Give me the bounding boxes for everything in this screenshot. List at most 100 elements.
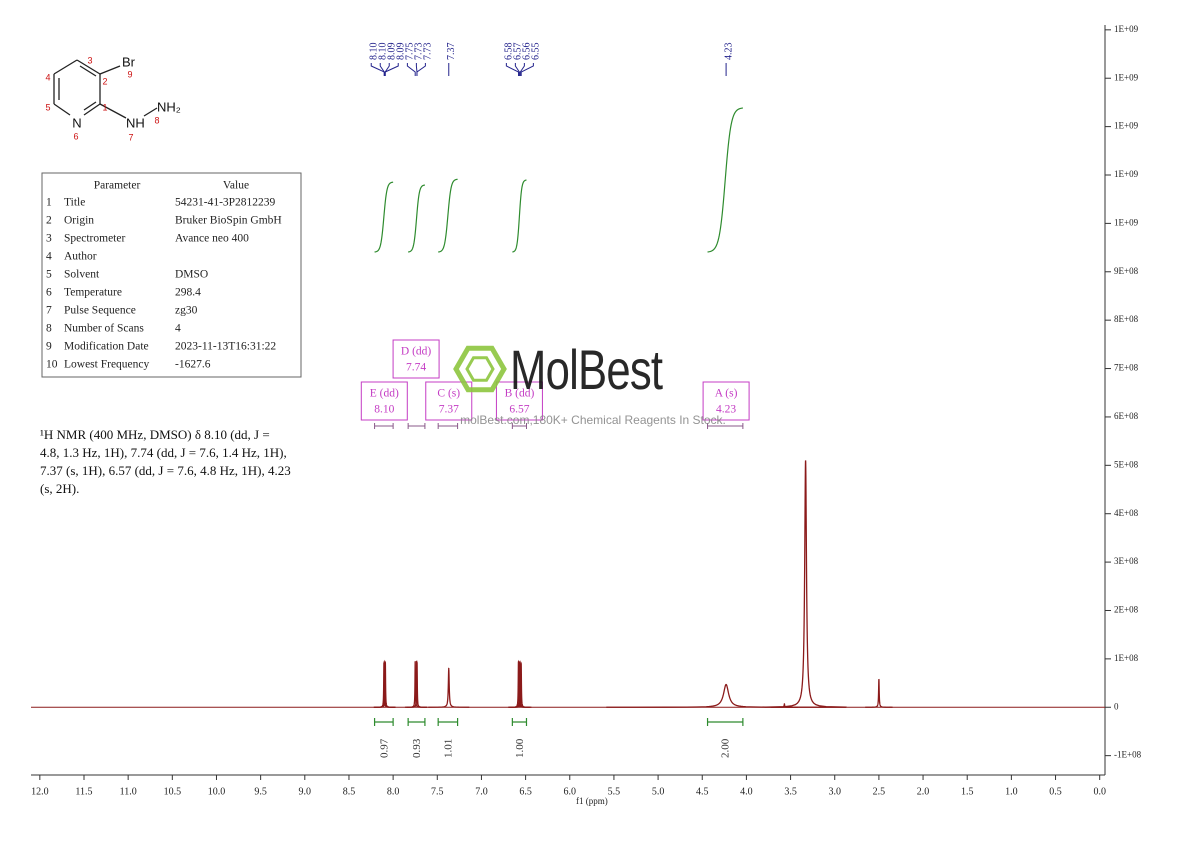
x-tick-label: 10.0 xyxy=(208,786,226,797)
x-tick-label: 9.5 xyxy=(254,786,267,797)
bond xyxy=(99,103,127,119)
table-cell: Solvent xyxy=(64,269,100,281)
multiplet-shift: 6.57 xyxy=(509,404,529,416)
peak-label-line xyxy=(379,63,385,76)
peak xyxy=(406,662,428,708)
parameter-table xyxy=(41,172,302,378)
table-cell: Bruker BioSpin GmbH xyxy=(175,215,282,227)
multiplet-shift: 8.10 xyxy=(374,404,394,416)
multiplet-label: B (dd) xyxy=(505,388,535,400)
table-cell: 5 xyxy=(46,269,52,281)
y-tick-label: 3E+08 xyxy=(1114,556,1139,566)
multiplet-box xyxy=(702,381,750,421)
peak xyxy=(428,667,470,708)
watermark-tagline: molBest.com,180K+ Chemical Reagents In S… xyxy=(460,413,726,427)
integral-curve xyxy=(707,107,743,253)
locant: 6 xyxy=(73,131,78,141)
peak-label-line xyxy=(416,63,426,76)
peak-label: 8.09 xyxy=(387,43,398,61)
table-cell: 4 xyxy=(175,323,181,335)
integral-value: 2.00 xyxy=(720,738,732,758)
x-tick-label: 1.0 xyxy=(1005,786,1018,797)
integral-value: 1.00 xyxy=(514,738,526,758)
peak-label-line xyxy=(520,63,534,76)
watermark-brand: MolBest xyxy=(510,339,663,401)
x-tick-label: 5.5 xyxy=(608,786,621,797)
x-tick-label: 10.5 xyxy=(164,786,182,797)
integral-bracket xyxy=(373,718,394,726)
table-cell: 298.4 xyxy=(175,287,201,299)
multiplet-box xyxy=(425,381,473,421)
peak xyxy=(606,683,846,708)
watermark: MolBest molBest.com,180K+ Chemical Reagen… xyxy=(453,339,726,427)
table-header: Value xyxy=(223,180,249,192)
bond xyxy=(79,65,97,77)
bond xyxy=(76,59,101,75)
peak-label-line xyxy=(384,63,399,76)
table-cell: 6 xyxy=(46,287,52,299)
peak xyxy=(865,678,893,708)
y-tick-label: 0 xyxy=(1114,701,1119,711)
peak-label: 6.55 xyxy=(531,43,542,61)
description: ¹H NMR (400 MHz, DMSO) δ 8.10 (dd, J = 4… xyxy=(40,427,291,496)
table-header: Parameter xyxy=(94,180,141,192)
x-tick-label: 2.0 xyxy=(917,786,930,797)
multiplet-label: C (s) xyxy=(437,388,460,400)
table-cell: 10 xyxy=(46,359,58,371)
y-tick-label: 4E+08 xyxy=(1114,508,1139,518)
x-tick-label: 6.0 xyxy=(564,786,577,797)
table-cell: Lowest Frequency xyxy=(64,359,150,371)
table-cell: zg30 xyxy=(175,305,198,317)
table-cell: -1627.6 xyxy=(175,359,211,371)
multiplet-shift: 4.23 xyxy=(716,404,736,416)
integral-curve xyxy=(374,181,394,253)
bond xyxy=(83,101,97,111)
bond xyxy=(53,103,71,116)
x-tick-label: 3.5 xyxy=(784,786,797,797)
table-cell: 9 xyxy=(46,341,52,353)
locant: 8 xyxy=(154,115,159,125)
peak-label: 7.37 xyxy=(446,43,457,61)
peak-label: 7.75 xyxy=(405,43,416,61)
multiplet-label: D (dd) xyxy=(401,346,432,358)
locant: 1 xyxy=(102,102,107,112)
peak xyxy=(510,661,532,708)
table-cell: Pulse Sequence xyxy=(64,305,136,317)
multiplet-range xyxy=(707,423,744,429)
atom-label: Br xyxy=(122,54,136,69)
y-tick-label: 1E+09 xyxy=(1114,169,1139,179)
bond xyxy=(143,107,158,117)
table-cell: Avance neo 400 xyxy=(175,233,249,245)
integral-curve xyxy=(512,179,527,253)
integral-value: 0.97 xyxy=(378,738,390,758)
x-tick-label: 9.0 xyxy=(299,786,312,797)
x-tick-label: 12.0 xyxy=(31,786,49,797)
table-cell: 8 xyxy=(46,323,52,335)
locant: 7 xyxy=(128,132,133,142)
table-cell: Origin xyxy=(64,215,94,227)
peak-label-line xyxy=(384,63,390,76)
peak-label-line xyxy=(519,63,525,76)
locant: 2 xyxy=(102,76,107,86)
table-cell: 1 xyxy=(46,197,52,209)
table-cell: 2 xyxy=(46,215,52,227)
multiplet-range xyxy=(407,423,426,429)
peak-label: 8.10 xyxy=(378,43,389,61)
x-tick-label: 11.5 xyxy=(75,786,92,797)
y-tick-label: 5E+08 xyxy=(1114,459,1139,469)
x-tick-label: 4.5 xyxy=(696,786,709,797)
multiplet-shift: 7.74 xyxy=(406,362,426,374)
locant: 3 xyxy=(87,55,92,65)
x-tick-label: 8.0 xyxy=(387,786,400,797)
peak-label-line xyxy=(514,63,520,76)
integral-bracket xyxy=(437,718,459,726)
y-tick-label: 1E+08 xyxy=(1114,653,1139,663)
y-tick-label: 1E+09 xyxy=(1114,24,1139,34)
table-cell: Title xyxy=(64,197,85,209)
table-cell: Author xyxy=(64,251,97,263)
x-tick-label: 7.5 xyxy=(431,786,444,797)
x-tick-label: 0.5 xyxy=(1049,786,1062,797)
peak-label: 6.57 xyxy=(513,43,524,61)
y-tick-label: 7E+08 xyxy=(1114,363,1139,373)
